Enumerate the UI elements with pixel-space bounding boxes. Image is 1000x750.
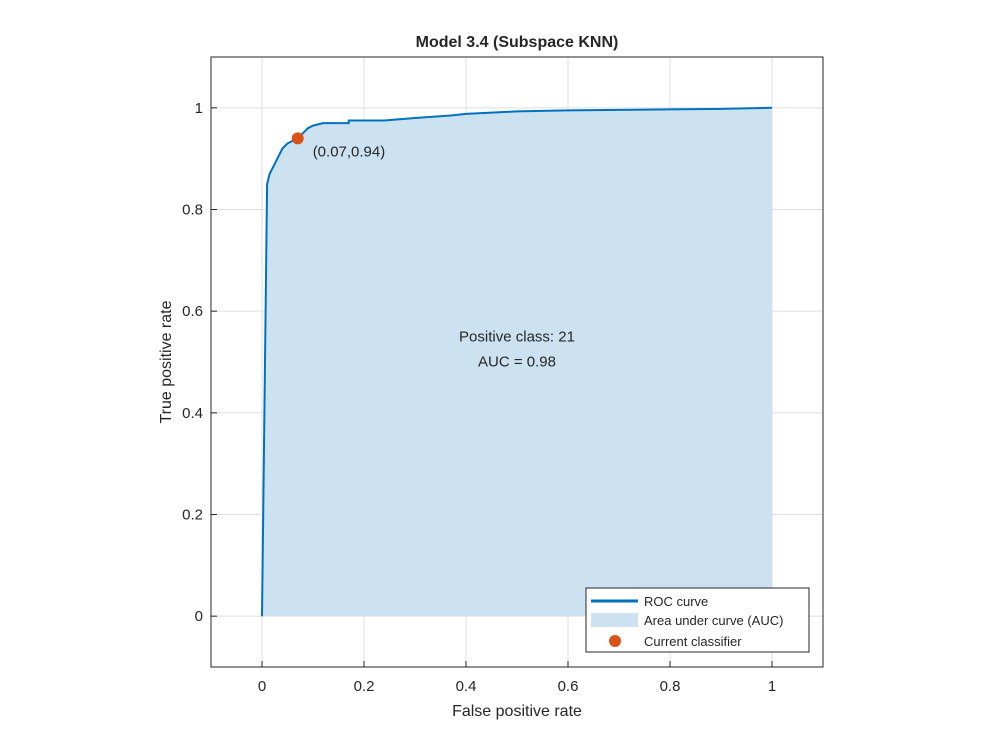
x-tick-label: 0.6: [558, 678, 579, 695]
y-tick-label: 0.6: [182, 303, 203, 320]
x-tick-label: 0.2: [354, 678, 375, 695]
current-classifier-label: (0.07,0.94): [313, 143, 386, 160]
x-tick-label: 1: [768, 678, 776, 695]
x-axis-label: False positive rate: [452, 703, 582, 720]
roc-curve-line: [261, 106, 773, 617]
x-tick-label: 0.8: [660, 678, 681, 695]
positive-class-annotation: Positive class: 21: [459, 329, 575, 346]
current-classifier-point: [291, 132, 304, 145]
auc-annotation: AUC = 0.98: [478, 354, 556, 371]
legend-auc-swatch: [591, 613, 638, 627]
y-tick-label: 0.2: [182, 507, 203, 524]
x-tick-label: 0.4: [456, 678, 477, 695]
y-tick-label: 0: [195, 608, 203, 625]
auc-area: [262, 107, 772, 617]
legend-classifier-label: Current classifier: [644, 634, 742, 649]
y-tick-label: 0.4: [182, 405, 203, 422]
legend-roc-label: ROC curve: [644, 594, 708, 609]
axis-ticks: 0 0.2 0.4 0.6 0.8 1 0 0.2 0.4 0.6 0.8 1: [182, 100, 776, 695]
y-tick-label: 1: [195, 100, 203, 117]
legend-auc-label: Area under curve (AUC): [644, 613, 783, 628]
legend-classifier-swatch: [609, 635, 621, 647]
chart-title: Model 3.4 (Subspace KNN): [416, 34, 619, 51]
legend: ROC curve Area under curve (AUC) Current…: [585, 587, 810, 653]
y-axis-label: True positive rate: [158, 300, 175, 423]
x-tick-label: 0: [258, 678, 266, 695]
plot-frame: [210, 56, 824, 668]
y-tick-label: 0.8: [182, 202, 203, 219]
